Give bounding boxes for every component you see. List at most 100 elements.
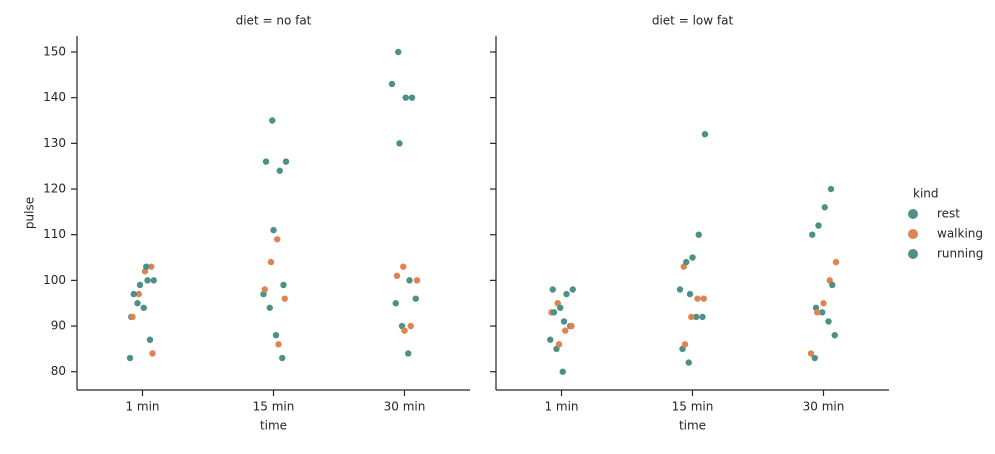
strip-point: [699, 313, 706, 321]
strip-point: [688, 313, 695, 321]
strip-point: [683, 258, 690, 266]
strip-point: [143, 263, 150, 270]
strip-point: [695, 231, 702, 238]
legend-marker: [908, 229, 918, 239]
strip-point: [829, 281, 836, 289]
facet-title: diet = no fat: [236, 14, 312, 28]
strip-point: [130, 290, 137, 298]
strip-point: [807, 350, 815, 357]
strip-point: [129, 313, 136, 321]
y-tick-label: 90: [51, 319, 66, 333]
strip-point: [831, 331, 838, 339]
strip-point: [681, 341, 689, 348]
strip-point: [693, 313, 700, 321]
strip-point: [811, 354, 818, 362]
y-tick-label: 110: [43, 227, 66, 241]
y-axis-label: pulse: [23, 197, 37, 229]
facet-title: diet = low fat: [652, 14, 734, 28]
y-tick-label: 100: [43, 273, 66, 287]
strip-point: [274, 236, 281, 243]
strip-point: [685, 359, 692, 366]
strip-point: [832, 258, 840, 266]
strip-point: [701, 131, 709, 138]
strip-point: [555, 341, 563, 348]
strip-point: [272, 331, 280, 339]
strip-point: [261, 286, 268, 293]
legend-label: rest: [937, 207, 960, 221]
strip-point: [392, 300, 399, 307]
strip-point: [388, 80, 396, 88]
strip-point: [562, 327, 569, 334]
legend-label: running: [937, 247, 983, 261]
legend-marker: [908, 209, 918, 219]
strip-point: [266, 304, 273, 311]
strip-point: [270, 226, 277, 234]
strip-point: [401, 327, 408, 334]
strip-point: [825, 318, 832, 325]
strip-point: [148, 263, 155, 270]
strip-point: [136, 281, 144, 289]
strip-point: [569, 286, 576, 293]
strip-point: [689, 254, 696, 261]
legend-label: walking: [937, 227, 983, 241]
y-tick-label: 130: [43, 136, 66, 150]
x-tick-label: 1 min: [544, 400, 578, 414]
strip-point: [134, 300, 141, 307]
strip-point: [267, 258, 275, 266]
strip-point: [126, 354, 134, 362]
strip-point: [280, 281, 287, 289]
y-tick-label: 140: [43, 90, 66, 104]
x-tick-label: 15 min: [253, 400, 295, 414]
x-tick-label: 30 min: [803, 400, 845, 414]
legend-marker: [908, 249, 918, 259]
strip-point: [412, 295, 419, 302]
strip-point: [814, 309, 821, 316]
strip-point: [135, 290, 142, 298]
strip-point: [557, 304, 564, 311]
y-tick-label: 80: [51, 364, 66, 378]
x-tick-label: 30 min: [384, 400, 426, 414]
strip-point: [140, 304, 147, 311]
strip-point: [281, 295, 288, 302]
strip-point: [815, 222, 822, 229]
strip-point: [144, 277, 151, 284]
strip-point: [146, 336, 154, 343]
strip-point: [282, 158, 290, 165]
strip-point: [560, 318, 568, 325]
strip-point: [407, 322, 414, 330]
strip-point: [676, 286, 684, 293]
strip-point: [413, 277, 421, 284]
strip-point: [276, 167, 283, 174]
strip-point: [547, 336, 554, 343]
x-tick-label: 15 min: [672, 400, 714, 414]
strip-point: [549, 286, 556, 293]
strip-point: [821, 204, 828, 211]
strip-point: [568, 322, 575, 330]
legend-title: kind: [913, 187, 939, 201]
x-tick-label: 1 min: [125, 400, 159, 414]
strip-point: [262, 158, 270, 165]
strip-point: [819, 309, 826, 316]
strip-point: [559, 368, 566, 375]
strip-point: [563, 290, 570, 298]
strip-point: [550, 309, 558, 316]
strip-point: [694, 295, 701, 302]
x-axis-label: time: [679, 419, 706, 433]
y-tick-label: 150: [43, 44, 66, 58]
strip-point: [405, 350, 412, 357]
strip-point: [269, 117, 276, 124]
strip-point: [400, 263, 407, 270]
strip-point: [820, 300, 827, 307]
x-axis-label: time: [260, 419, 287, 433]
strip-point: [149, 350, 156, 357]
y-tick-label: 120: [43, 182, 66, 196]
strip-point: [279, 354, 286, 362]
strip-point: [275, 341, 282, 348]
strip-point: [406, 277, 413, 284]
strip-point: [396, 140, 403, 147]
strip-point: [402, 94, 409, 101]
strip-point: [700, 295, 707, 302]
strip-point: [150, 277, 157, 284]
strip-point: [809, 231, 816, 238]
